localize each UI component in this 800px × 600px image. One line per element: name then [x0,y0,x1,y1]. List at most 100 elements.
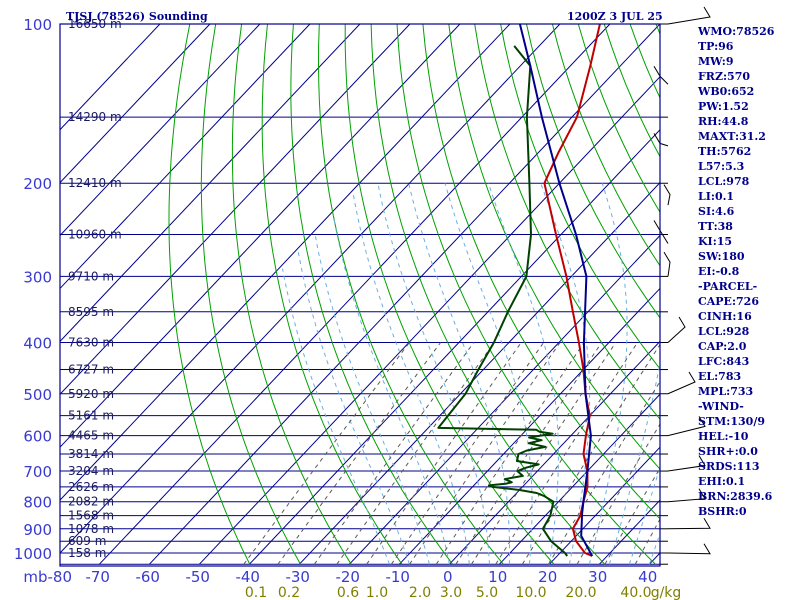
isotherm-line [149,24,660,565]
wind-barb [663,184,671,206]
mixing-ratio-label: 3.0 [440,585,462,600]
wind-barb [667,488,706,503]
index-item: RH:44.8 [698,115,749,128]
height-label: 158 m [68,546,106,560]
dry-adiabat-line [551,24,660,267]
wind-barb [667,416,706,437]
isotherm-line [299,181,660,565]
mixing-ratio-label: 40.0 [620,585,651,600]
dry-adiabat-line [317,24,504,565]
isotherm-line [249,128,660,565]
isotherm-line [349,234,660,565]
height-label: 1568 m [68,509,114,523]
height-label: 12410 m [68,176,122,190]
index-item: SW:180 [698,250,745,263]
index-item: TH:5762 [698,145,751,158]
moist-adiabat-line [408,183,510,565]
moist-adiabat-line [377,183,490,565]
height-label: 2082 m [68,495,114,509]
index-item: MPL:733 [698,385,753,398]
wind-barb [667,455,706,472]
dry-adiabat-line [786,24,800,564]
dry-adiabat-line [577,24,660,214]
isotherm-line [60,24,361,343]
temperature-label: -20 [335,568,360,586]
index-item: LFC:843 [698,355,749,368]
sounding-time: 1200Z 3 JUL 25 [567,10,663,23]
index-item: BRN:2839.6 [698,490,773,503]
height-label: 4465 m [68,429,114,443]
height-label: 3814 m [68,447,114,461]
isotherm-line [60,24,261,237]
isotherm-line [60,24,411,395]
dry-adiabat-line [290,24,453,565]
pressure-label: 100 [23,16,52,34]
mixing-ratio-label: 0.2 [278,585,300,600]
temperature-label: 0 [443,568,453,586]
height-label: 10960 m [68,228,122,242]
moist-adiabat-line [588,183,628,565]
index-item: LI:0.1 [698,190,734,203]
mixing-ratio-line [390,342,545,565]
moist-adiabat-line [540,183,591,565]
index-item: MAXT:31.2 [698,130,766,143]
mixing-ratio-label: 20.0 [565,585,596,600]
mixing-ratio-line [409,342,561,565]
isotherm-line [60,24,461,448]
isobar-grid [60,23,668,565]
pressure-label: 500 [23,386,52,404]
moist-adiabat-line [314,234,430,565]
mixing-ratio-line [313,342,475,565]
index-item: BSHR:0 [698,505,747,518]
height-label: 9710 m [68,269,114,283]
pressure-label: 300 [23,268,52,286]
dry-adiabat-line [344,24,555,565]
temperature-label: -30 [285,568,310,586]
mixing-ratio-line [576,423,660,565]
mixing-ratio-line [277,342,442,565]
pressure-label: 200 [23,175,52,193]
index-item: -WIND- [698,400,744,413]
index-item: CAP:2.0 [698,340,747,353]
pressure-label: 900 [23,521,52,539]
wind-barbs [653,6,711,555]
mixing-ratio-line [495,342,638,565]
height-label: 609 m [68,534,106,548]
index-item: STM:130/9 [698,415,765,428]
isotherm-line [60,24,511,501]
temperature-label: -40 [235,568,260,586]
isotherm-line [60,24,561,554]
temperature-label: 20 [538,568,557,586]
index-item: WB0:652 [697,85,754,98]
mixing-ratio-line [548,380,660,565]
height-label: 14290 m [68,110,122,124]
mixing-ratio-label: 0.1 [245,585,267,600]
index-item: SRDS:113 [698,460,760,473]
isotherm-line [99,24,611,565]
wind-barb [667,371,696,395]
index-item: TP:96 [698,40,734,53]
wind-barb [667,6,711,25]
height-label: 5920 m [68,387,114,401]
isotherm-lines [60,24,660,565]
isotherm-line [399,287,660,565]
pressure-label: 800 [23,494,52,512]
parcel-line [518,24,594,557]
pressure-label: 400 [23,334,52,352]
temperature-label: -10 [385,568,410,586]
indices-panel: WMO:78526 TP:96 MW:9 FRZ:570 WB0:652 PW:1.52 R… [697,25,775,518]
height-label: 7630 m [68,335,114,349]
mixing-ratio-line [243,342,410,565]
wind-barb [667,518,711,530]
dry-adiabat-line [168,24,251,565]
index-item: PW:1.52 [698,100,749,113]
mixing-ratio-label: 0.6 [337,585,359,600]
height-label: 1078 m [68,522,114,536]
pressure-label: 600 [23,428,52,446]
moist-adiabat-line [608,360,660,565]
dry-adiabat-line [474,24,660,420]
index-item: MW:9 [698,55,734,68]
temperature-label: -50 [185,568,210,586]
mixing-ratio-label: 10.0 [515,585,546,600]
